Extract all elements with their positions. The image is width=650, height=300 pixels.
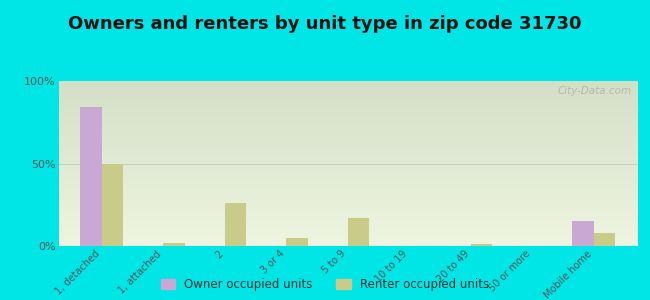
Bar bbox=[101, 164, 123, 246]
Bar bbox=[471, 244, 493, 246]
Legend: Owner occupied units, Renter occupied units: Owner occupied units, Renter occupied un… bbox=[161, 278, 489, 291]
Bar bbox=[80, 107, 101, 246]
Bar bbox=[286, 238, 307, 246]
Bar bbox=[163, 243, 185, 246]
Bar bbox=[348, 218, 369, 246]
Bar bbox=[573, 221, 594, 246]
Bar bbox=[225, 203, 246, 246]
Text: Owners and renters by unit type in zip code 31730: Owners and renters by unit type in zip c… bbox=[68, 15, 582, 33]
Text: City-Data.com: City-Data.com bbox=[557, 86, 631, 96]
Bar bbox=[594, 233, 616, 246]
